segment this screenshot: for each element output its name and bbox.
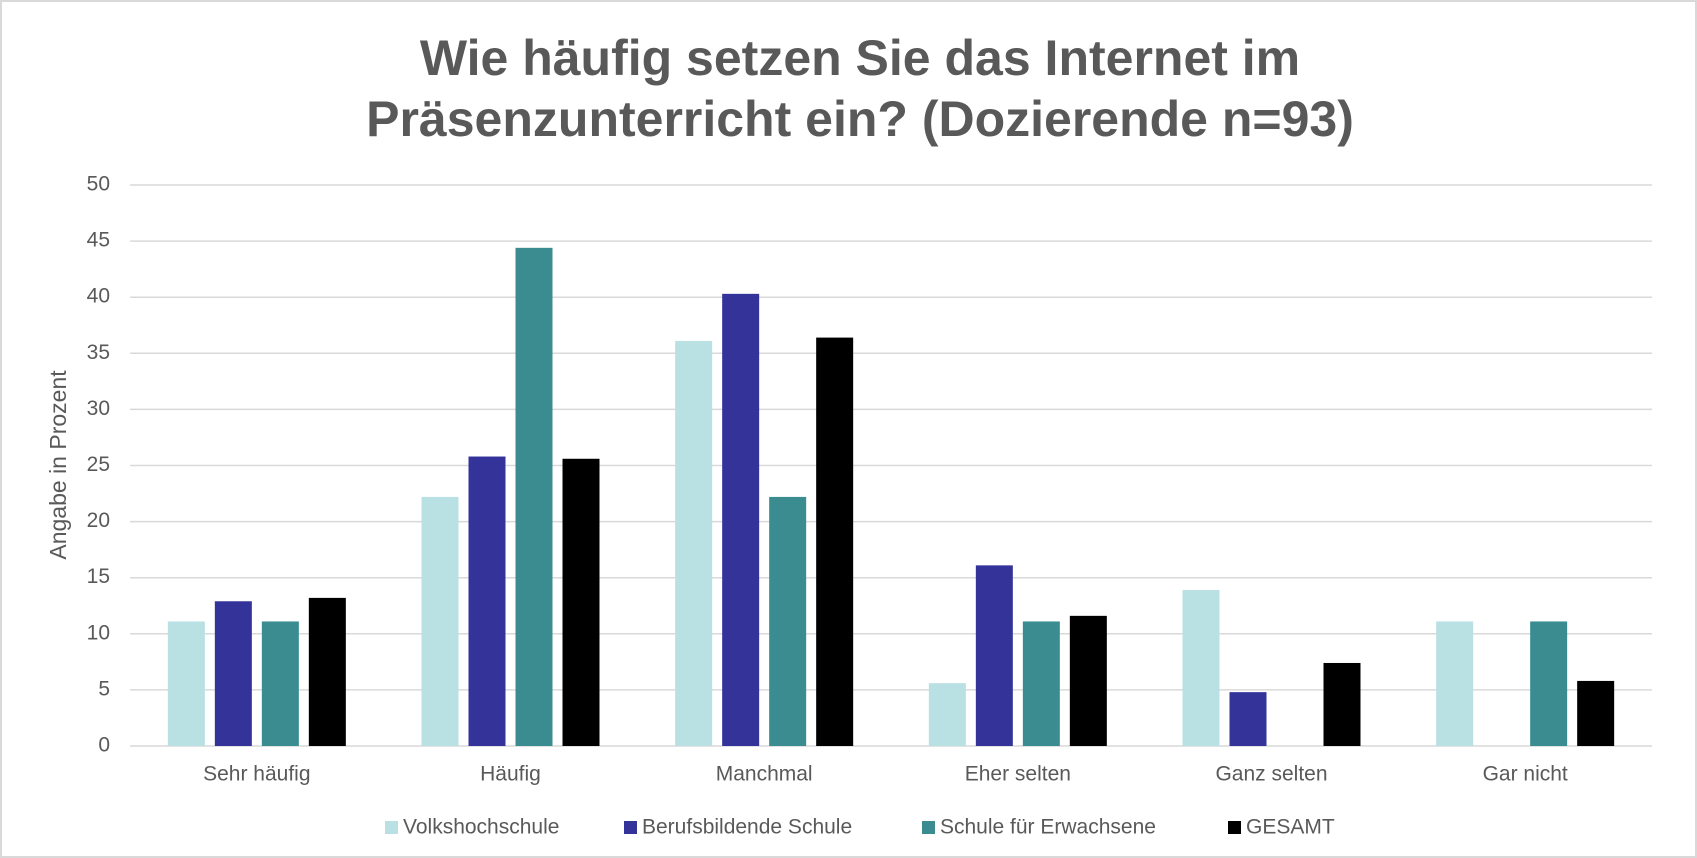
bar	[769, 496, 807, 746]
y-tick-label: 5	[98, 677, 110, 700]
legend-label: Volkshochschule	[403, 816, 559, 839]
bar	[308, 597, 346, 746]
bar	[675, 340, 713, 746]
x-tick-label: Eher selten	[965, 763, 1071, 786]
chart-title: Wie häufig setzen Sie das Internet im	[420, 30, 1300, 86]
x-tick-label: Häufig	[480, 763, 541, 786]
y-tick-label: 45	[87, 229, 110, 252]
y-tick-label: 15	[87, 565, 110, 588]
bar	[562, 458, 600, 746]
bar	[975, 565, 1013, 746]
bar	[167, 621, 205, 746]
y-tick-label: 35	[87, 341, 110, 364]
bar	[515, 247, 553, 746]
x-tick-label: Manchmal	[716, 763, 813, 786]
legend-swatch	[624, 821, 637, 834]
x-tick-label: Gar nicht	[1483, 763, 1568, 786]
legend-swatch	[385, 821, 398, 834]
y-tick-label: 20	[87, 509, 110, 532]
bar	[1182, 590, 1220, 746]
legend-swatch	[922, 821, 935, 834]
legend-label: Berufsbildende Schule	[642, 816, 852, 839]
y-tick-label: 50	[87, 173, 110, 196]
bar	[1323, 662, 1361, 746]
bar	[1577, 680, 1615, 746]
y-tick-label: 10	[87, 621, 110, 644]
bar	[261, 621, 299, 746]
bar	[1022, 621, 1060, 746]
bar	[214, 601, 252, 746]
x-tick-label: Sehr häufig	[203, 763, 310, 786]
bar	[468, 456, 506, 746]
y-axis-label: Angabe in Prozent	[45, 370, 71, 560]
bar	[1069, 615, 1107, 746]
bar	[816, 337, 854, 746]
x-tick-label: Ganz selten	[1215, 763, 1327, 786]
y-tick-label: 30	[87, 397, 110, 420]
bar	[1436, 621, 1474, 746]
bar	[1229, 692, 1267, 746]
bar	[722, 293, 760, 746]
legend-swatch	[1228, 821, 1241, 834]
legend-label: GESAMT	[1246, 816, 1335, 839]
bar	[1530, 621, 1568, 746]
legend-label: Schule für Erwachsene	[940, 816, 1156, 839]
bar	[928, 683, 966, 746]
chart-title: Präsenzunterricht ein? (Dozierende n=93)	[366, 91, 1354, 147]
y-tick-label: 25	[87, 453, 110, 476]
bar	[421, 496, 459, 746]
y-tick-label: 0	[98, 734, 110, 757]
y-tick-label: 40	[87, 285, 110, 308]
